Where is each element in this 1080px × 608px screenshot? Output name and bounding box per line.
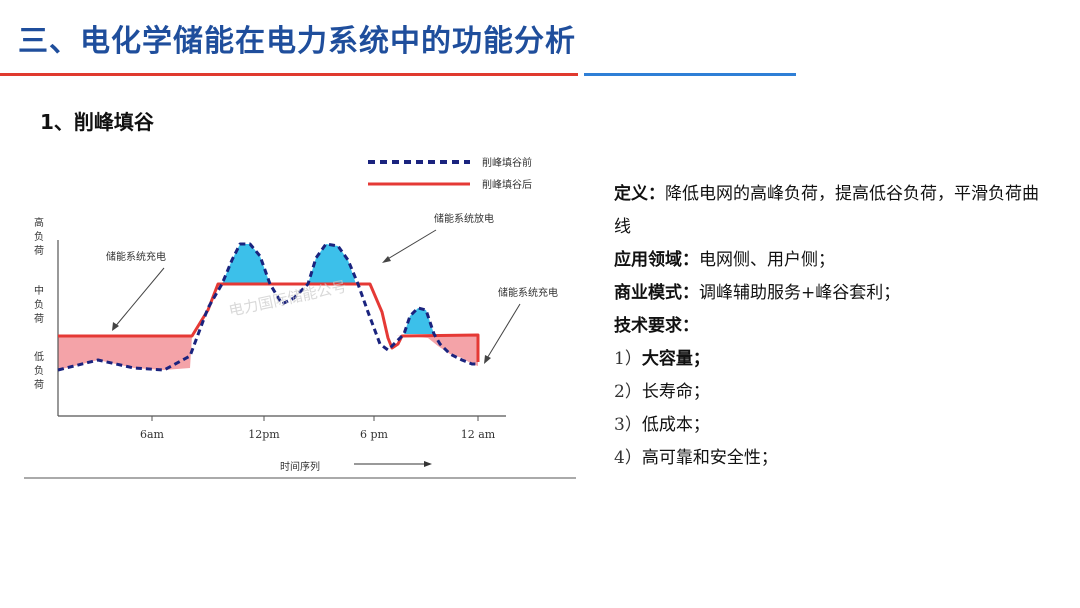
arrow-charge-right [485, 303, 521, 361]
tech-item: 4）高可靠和安全性； [614, 442, 1054, 475]
title-underline-blue [584, 73, 796, 76]
definition-text: 降低电网的高峰负荷，提高低谷负荷，平滑负荷曲线 [614, 184, 1039, 237]
y-label-low-char: 低 [34, 350, 44, 363]
definition-line: 定义：降低电网的高峰负荷，提高低谷负荷，平滑负荷曲线 [614, 178, 1054, 244]
definition-label: 定义： [614, 184, 665, 204]
application-label: 应用领域： [614, 250, 699, 270]
peak-shaving-diagram: 削峰填谷前 削峰填谷后 高 负 荷 中 负 荷 低 负 荷 储能系统充电 储能系… [24, 148, 580, 480]
annotation-discharge: 储能系统放电 [434, 212, 494, 225]
tech-item: 2）长寿命； [614, 376, 1054, 409]
slide-title: 三、电化学储能在电力系统中的功能分析 [18, 24, 576, 59]
application-text: 电网侧、用户侧； [699, 250, 835, 270]
tech-item-number: 2） [614, 382, 642, 402]
tech-item-text: 长寿命； [641, 382, 710, 402]
arrowhead [484, 355, 491, 364]
tech-item-text: 高可靠和安全性； [641, 448, 778, 468]
tech-label: 技术要求： [614, 316, 699, 336]
tech-line: 技术要求： [614, 310, 1054, 343]
tech-item-number: 1） [614, 349, 642, 369]
annotation-charge-left: 储能系统充电 [106, 250, 166, 263]
arrowhead [112, 322, 119, 331]
y-label-mid: 中 负 荷 [34, 284, 44, 325]
arrowhead [424, 461, 432, 467]
y-label-high-char: 荷 [34, 245, 44, 257]
arrow-charge-left [113, 267, 165, 329]
tech-item-text: 大容量； [641, 349, 710, 369]
annotation-charge-right: 储能系统充电 [498, 286, 558, 299]
y-label-mid-char: 中 [34, 284, 44, 297]
y-label-low: 低 负 荷 [34, 350, 44, 391]
x-axis-label: 时间序列 [280, 460, 320, 473]
business-label: 商业模式： [614, 283, 699, 303]
tech-item-number: 3） [614, 415, 642, 435]
description-block: 定义：降低电网的高峰负荷，提高低谷负荷，平滑负荷曲线 应用领域：电网侧、用户侧；… [614, 178, 1054, 475]
application-line: 应用领域：电网侧、用户侧； [614, 244, 1054, 277]
y-label-mid-char: 负 [34, 298, 44, 311]
title-underline-red [0, 73, 578, 76]
y-label-low-char: 负 [34, 364, 44, 377]
section-heading: 1、削峰填谷 [40, 110, 154, 134]
business-text: 调峰辅助服务+峰谷套利； [699, 283, 901, 303]
x-tick-label: 12 am [461, 428, 496, 441]
business-line: 商业模式：调峰辅助服务+峰谷套利； [614, 277, 1054, 310]
arrow-discharge [385, 229, 437, 261]
arrowhead [382, 256, 391, 263]
tech-item: 3）低成本； [614, 409, 1054, 442]
x-tick-label: 12pm [248, 428, 280, 441]
legend-before-label: 削峰填谷前 [482, 156, 532, 169]
y-label-mid-char: 荷 [34, 313, 44, 325]
tech-item-text: 低成本； [641, 415, 710, 435]
y-label-high: 高 负 荷 [34, 216, 44, 257]
valley-fill-right [396, 335, 478, 366]
x-tick-label: 6am [140, 428, 165, 441]
curve-before [57, 242, 478, 372]
y-label-high-char: 负 [34, 230, 44, 243]
tech-item: 1）大容量； [614, 343, 1054, 376]
y-label-high-char: 高 [34, 216, 44, 229]
x-tick-label: 6 pm [360, 428, 389, 441]
y-label-low-char: 荷 [34, 379, 44, 391]
tech-item-number: 4） [614, 448, 642, 468]
legend-after-label: 削峰填谷后 [482, 178, 532, 191]
